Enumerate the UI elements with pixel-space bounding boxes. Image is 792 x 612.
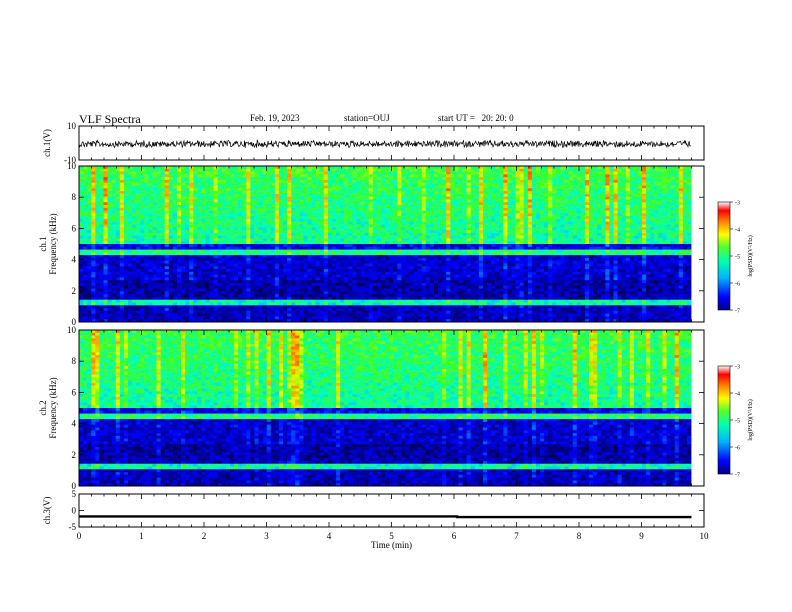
- colorbar-tick-label: -3: [735, 365, 740, 371]
- start-time-label: start UT = 20: 20: 0: [438, 113, 514, 123]
- date-label: Feb. 19, 2023: [250, 113, 300, 123]
- x-tick-label: 10: [700, 531, 710, 541]
- colorbar-2: [717, 365, 731, 475]
- x-tick-label: 7: [514, 531, 519, 541]
- colorbar-1: [717, 201, 731, 311]
- colorbar-tick-label: -6: [735, 282, 740, 288]
- colorbar-tick-label: -7: [735, 309, 740, 315]
- y-tick-label: 5: [72, 489, 77, 499]
- x-tick-label: 4: [327, 531, 332, 541]
- colorbar-tick-label: -5: [735, 255, 740, 261]
- y-axis-label: Frequency (kHz): [48, 377, 58, 438]
- y-tick-label: -10: [64, 155, 76, 165]
- x-tick-label: 9: [639, 531, 644, 541]
- colorbar-tick-label: -7: [735, 473, 740, 479]
- y-tick-label: 10: [67, 121, 77, 131]
- x-tick-label: 6: [452, 531, 457, 541]
- y-tick-label: 0: [72, 481, 77, 491]
- colorbar-tick-label: -6: [735, 446, 740, 452]
- ch3-signal-line: [79, 515, 692, 519]
- x-tick-label: 0: [77, 531, 82, 541]
- ch1-waveform-line: [78, 139, 692, 149]
- y-tick-label: 4: [72, 419, 77, 429]
- y-axis-label: ch.3(V): [42, 497, 52, 525]
- x-tick-label: 5: [389, 531, 394, 541]
- x-tick-label: 2: [202, 531, 207, 541]
- spectrogram-cells-2: [79, 330, 692, 487]
- x-axis-label: Time (min): [371, 540, 412, 550]
- y-tick-label: 0: [72, 506, 77, 516]
- y-tick-label: 6: [72, 223, 77, 233]
- colorbar-label: log(PSD)(V²/Hz): [747, 399, 754, 440]
- spectrogram-cells-1: [79, 166, 692, 323]
- y-tick-label: -5: [69, 522, 77, 532]
- figure-title: VLF Spectra: [79, 112, 141, 126]
- panel-bg-3: [79, 494, 704, 527]
- y-tick-label: 10: [67, 161, 77, 171]
- station-label: station=OUJ: [344, 113, 390, 123]
- y-axis-label: ch.1: [38, 236, 48, 251]
- colorbar-tick-label: -3: [735, 201, 740, 207]
- y-axis-label: Frequency (kHz): [48, 213, 58, 274]
- y-tick-label: 8: [72, 356, 77, 366]
- y-tick-label: 6: [72, 387, 77, 397]
- y-tick-label: 2: [72, 450, 77, 460]
- y-tick-label: 2: [72, 286, 77, 296]
- colorbar-tick-label: -4: [735, 392, 740, 398]
- y-tick-label: 10: [67, 325, 77, 335]
- y-axis-label: ch.1(V): [42, 129, 52, 157]
- x-tick-label: 1: [139, 531, 144, 541]
- x-tick-label: 3: [264, 531, 269, 541]
- colorbar-tick-label: -5: [735, 419, 740, 425]
- colorbar-label: log(PSD)(V²/Hz): [747, 235, 754, 276]
- y-tick-label: 8: [72, 192, 77, 202]
- y-axis-label: ch.2: [38, 400, 48, 415]
- colorbar-tick-label: -4: [735, 228, 740, 234]
- x-tick-label: 8: [577, 531, 582, 541]
- y-tick-label: 4: [72, 255, 77, 265]
- y-tick-label: 0: [72, 317, 77, 327]
